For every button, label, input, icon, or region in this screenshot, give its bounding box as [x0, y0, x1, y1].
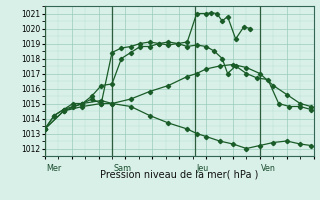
Text: Sam: Sam — [113, 164, 132, 173]
Text: Mer: Mer — [46, 164, 61, 173]
X-axis label: Pression niveau de la mer( hPa ): Pression niveau de la mer( hPa ) — [100, 170, 258, 180]
Text: Jeu: Jeu — [197, 164, 209, 173]
Text: Ven: Ven — [261, 164, 276, 173]
